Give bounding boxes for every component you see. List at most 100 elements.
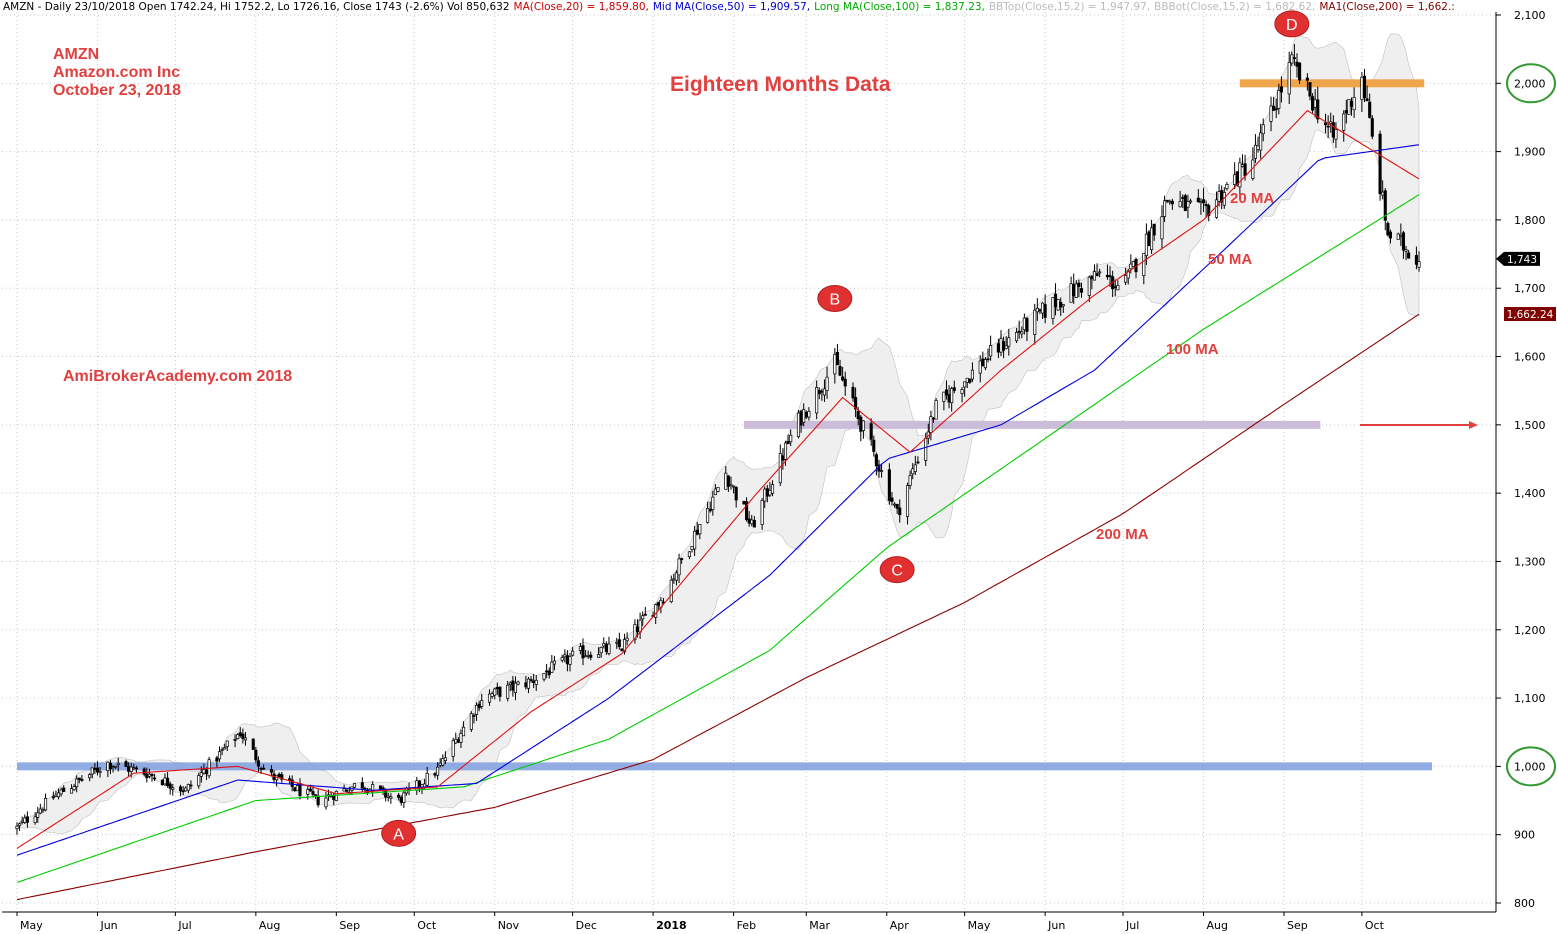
candle-body: [134, 767, 138, 770]
candle-body: [1298, 62, 1302, 81]
candle-body: [43, 797, 48, 811]
price-tick-label: 2,100: [1514, 9, 1546, 22]
candle-body: [451, 740, 455, 757]
candle-body: [542, 673, 546, 680]
candle-body: [1217, 191, 1221, 202]
candle-body: [1186, 201, 1190, 208]
candle-body: [999, 338, 1003, 353]
candle-body: [1025, 318, 1029, 332]
candle-body: [1313, 99, 1317, 108]
price-tick-label: 1,500: [1514, 419, 1546, 432]
candle-body: [1292, 57, 1296, 60]
candle-body: [1188, 200, 1193, 203]
candle-body: [311, 791, 315, 795]
candle-body: [1074, 283, 1078, 298]
candle-body: [51, 796, 55, 799]
candle-body: [789, 434, 793, 443]
candle-body: [454, 738, 458, 744]
price-tick-label: 1,800: [1514, 214, 1546, 227]
ma200-label: 200 MA: [1096, 526, 1149, 543]
candle-body: [108, 762, 113, 769]
candle-body: [960, 389, 964, 394]
candle-body: [223, 747, 227, 750]
candle-body: [511, 680, 515, 691]
price-box-label: 1,662.24: [1507, 309, 1554, 321]
candle-body: [978, 360, 982, 374]
price-tick-label: 1,300: [1514, 555, 1546, 568]
candle-body: [734, 486, 738, 501]
candle-body: [622, 639, 627, 652]
ma50-label: 50 MA: [1208, 251, 1253, 268]
candle-body: [56, 792, 61, 798]
candle-body: [295, 785, 299, 792]
candle-body: [706, 508, 710, 523]
candle-body: [316, 795, 320, 806]
candle-body: [1381, 191, 1385, 196]
candle-body: [493, 688, 497, 696]
candle-body: [1007, 337, 1011, 347]
price-tick-label: 1,000: [1514, 760, 1546, 773]
candle-body: [742, 501, 746, 505]
candle-body: [1051, 297, 1055, 319]
bollinger-band: [16, 33, 1420, 835]
candle-body: [342, 788, 346, 792]
candle-body: [874, 454, 878, 467]
candle-body: [859, 416, 863, 432]
candle-body: [563, 654, 567, 658]
candle-body: [1305, 77, 1309, 81]
price-tick-label: 1,200: [1514, 624, 1546, 637]
candle-body: [786, 440, 790, 445]
candle-body: [578, 646, 582, 651]
candle-body: [280, 774, 284, 780]
candle-body: [550, 661, 554, 673]
candle-body: [1256, 145, 1260, 150]
candle-body: [436, 766, 440, 776]
candle-body: [217, 751, 222, 760]
candle-body: [153, 777, 157, 780]
candle-body: [513, 682, 518, 693]
candle-body: [869, 423, 873, 440]
candle-body: [1401, 232, 1405, 251]
candle-body: [1116, 285, 1120, 291]
marker-C: [879, 556, 915, 584]
candle-body: [111, 766, 115, 768]
date-tick-label: Dec: [576, 919, 597, 932]
candle-body: [1370, 118, 1374, 137]
price-tick-label: 1,100: [1514, 692, 1546, 705]
circled-level: [1506, 63, 1556, 104]
candle-body: [947, 394, 951, 403]
price-tick-label: 1,400: [1514, 487, 1546, 500]
candle-body: [129, 766, 133, 772]
candle-body: [1147, 231, 1151, 247]
date-tick-label: Mar: [809, 919, 830, 932]
candle-body: [633, 624, 637, 641]
candle-body: [942, 391, 946, 402]
candle-body: [399, 797, 403, 803]
candle-body: [487, 693, 492, 703]
chart-header: AMZN - Daily 23/10/2018 Open 1742.24, Hi…: [3, 1, 1459, 13]
candle-body: [1269, 105, 1273, 122]
last-price-box: [1496, 251, 1540, 266]
candle-body: [716, 487, 720, 492]
ma50-line: [16, 144, 1420, 856]
marker-D: [1274, 10, 1310, 38]
candle-body: [1347, 99, 1351, 115]
candle-body: [1225, 184, 1229, 189]
candle-body: [1253, 144, 1257, 159]
ticker-info: AMZN Amazon.com Inc October 23, 2018: [53, 46, 181, 100]
date-tick-label: Jul: [177, 919, 191, 932]
date-tick-label: Oct: [417, 919, 437, 932]
candle-body: [1352, 96, 1356, 111]
candle-body: [1170, 200, 1174, 205]
candle-body: [145, 773, 149, 779]
candle-body: [745, 501, 749, 521]
candle-body: [181, 790, 185, 793]
candle-body: [781, 455, 785, 461]
candle-body: [1290, 54, 1294, 64]
candle-body: [1020, 331, 1024, 335]
candle-body: [552, 660, 556, 665]
candle-body: [1396, 233, 1400, 240]
candle-body: [565, 655, 569, 665]
candle-body: [545, 670, 549, 673]
marker-label-B: B: [830, 291, 841, 308]
